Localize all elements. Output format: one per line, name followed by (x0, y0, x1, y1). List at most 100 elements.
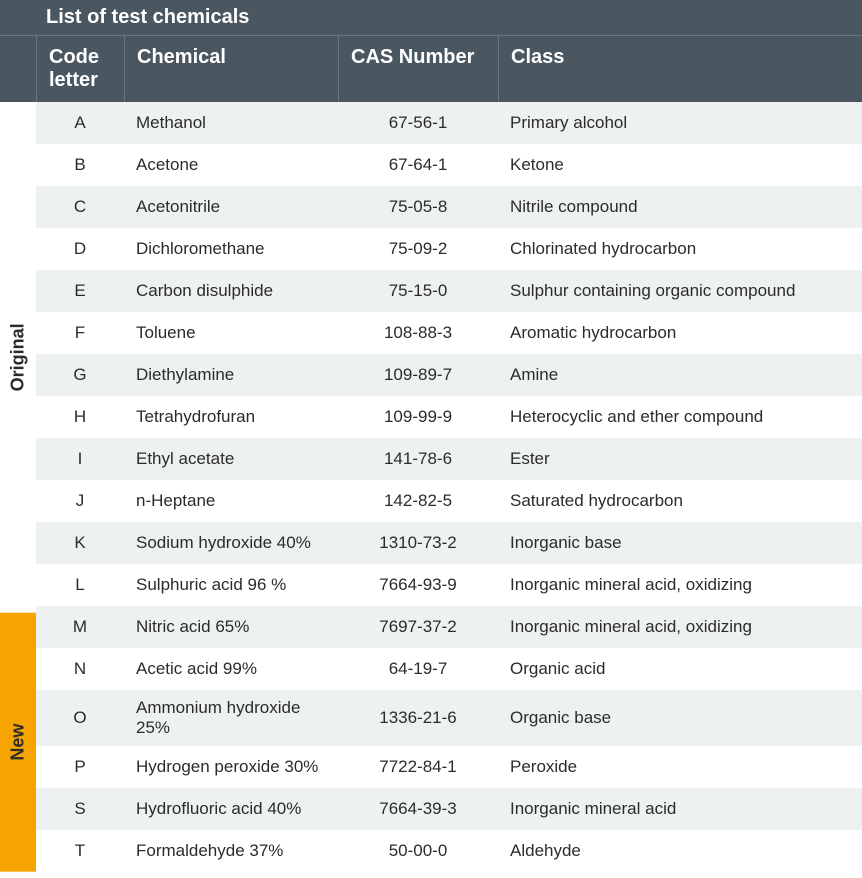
cell-cas: 108-88-3 (338, 315, 498, 351)
cell-chemical: Acetic acid 99% (124, 651, 338, 687)
group-label-original: Original (0, 102, 36, 613)
table-row: PHydrogen peroxide 30%7722-84-1Peroxide (36, 746, 862, 788)
cell-chemical: Formaldehyde 37% (124, 833, 338, 869)
cell-class: Inorganic base (498, 525, 862, 561)
cell-code: A (36, 105, 124, 141)
cell-chemical: Sodium hydroxide 40% (124, 525, 338, 561)
cell-cas: 1310-73-2 (338, 525, 498, 561)
cell-cas: 141-78-6 (338, 441, 498, 477)
cell-chemical: Ammonium hydroxide 25% (124, 690, 338, 746)
cell-cas: 75-15-0 (338, 273, 498, 309)
cell-code: L (36, 567, 124, 603)
header-cas: CAS Number (338, 36, 498, 102)
cell-class: Inorganic mineral acid, oxidizing (498, 609, 862, 645)
cell-code: G (36, 357, 124, 393)
cell-class: Organic base (498, 700, 862, 736)
cell-code: J (36, 483, 124, 519)
cell-cas: 7722-84-1 (338, 749, 498, 785)
cell-code: K (36, 525, 124, 561)
cell-code: O (36, 700, 124, 736)
cell-chemical: n-Heptane (124, 483, 338, 519)
table-row: AMethanol67-56-1Primary alcohol (36, 102, 862, 144)
table-row: SHydrofluoric acid 40%7664-39-3Inorganic… (36, 788, 862, 830)
table-row: OAmmonium hydroxide 25%1336-21-6Organic … (36, 690, 862, 746)
header-side-spacer (0, 36, 36, 102)
cell-cas: 7664-39-3 (338, 791, 498, 827)
cell-class: Saturated hydrocarbon (498, 483, 862, 519)
cell-class: Ketone (498, 147, 862, 183)
cell-code: I (36, 441, 124, 477)
cell-class: Nitrile compound (498, 189, 862, 225)
cell-class: Organic acid (498, 651, 862, 687)
table-row: MNitric acid 65%7697-37-2Inorganic miner… (36, 606, 862, 648)
table-body: OriginalNewAMethanol67-56-1Primary alcoh… (0, 102, 862, 872)
cell-cas: 50-00-0 (338, 833, 498, 869)
table-row: LSulphuric acid 96 %7664-93-9Inorganic m… (36, 564, 862, 606)
cell-chemical: Methanol (124, 105, 338, 141)
table-header-row: Code letter Chemical CAS Number Class (0, 36, 862, 102)
cell-cas: 75-09-2 (338, 231, 498, 267)
table-row: GDiethylamine109-89-7Amine (36, 354, 862, 396)
table-row: FToluene108-88-3Aromatic hydrocarbon (36, 312, 862, 354)
cell-chemical: Dichloromethane (124, 231, 338, 267)
cell-class: Primary alcohol (498, 105, 862, 141)
cell-chemical: Diethylamine (124, 357, 338, 393)
cell-chemical: Toluene (124, 315, 338, 351)
cell-cas: 109-89-7 (338, 357, 498, 393)
cell-class: Sulphur containing organic compound (498, 273, 862, 309)
cell-chemical: Hydrofluoric acid 40% (124, 791, 338, 827)
table-row: HTetrahydrofuran109-99-9Heterocyclic and… (36, 396, 862, 438)
cell-class: Ester (498, 441, 862, 477)
cell-cas: 64-19-7 (338, 651, 498, 687)
cell-code: H (36, 399, 124, 435)
table-row: TFormaldehyde 37%50-00-0Aldehyde (36, 830, 862, 872)
cell-chemical: Hydrogen peroxide 30% (124, 749, 338, 785)
table-row: CAcetonitrile75-05-8Nitrile compound (36, 186, 862, 228)
cell-chemical: Nitric acid 65% (124, 609, 338, 645)
cell-cas: 75-05-8 (338, 189, 498, 225)
cell-cas: 1336-21-6 (338, 700, 498, 736)
cell-code: N (36, 651, 124, 687)
table-row: KSodium hydroxide 40%1310-73-2Inorganic … (36, 522, 862, 564)
cell-code: M (36, 609, 124, 645)
table-row: BAcetone67-64-1Ketone (36, 144, 862, 186)
header-class: Class (498, 36, 862, 102)
table-row: NAcetic acid 99%64-19-7Organic acid (36, 648, 862, 690)
cell-code: D (36, 231, 124, 267)
cell-code: T (36, 833, 124, 869)
cell-chemical: Tetrahydrofuran (124, 399, 338, 435)
group-label-new: New (0, 613, 36, 872)
table-row: IEthyl acetate141-78-6Ester (36, 438, 862, 480)
cell-cas: 67-56-1 (338, 105, 498, 141)
cell-code: E (36, 273, 124, 309)
cell-class: Chlorinated hydrocarbon (498, 231, 862, 267)
cell-cas: 67-64-1 (338, 147, 498, 183)
cell-class: Inorganic mineral acid, oxidizing (498, 567, 862, 603)
cell-class: Aromatic hydrocarbon (498, 315, 862, 351)
table-row: DDichloromethane75-09-2Chlorinated hydro… (36, 228, 862, 270)
cell-cas: 7697-37-2 (338, 609, 498, 645)
cell-chemical: Sulphuric acid 96 % (124, 567, 338, 603)
cell-cas: 142-82-5 (338, 483, 498, 519)
cell-code: P (36, 749, 124, 785)
cell-code: S (36, 791, 124, 827)
cell-class: Aldehyde (498, 833, 862, 869)
table-row: ECarbon disulphide75-15-0Sulphur contain… (36, 270, 862, 312)
header-chemical: Chemical (124, 36, 338, 102)
cell-cas: 109-99-9 (338, 399, 498, 435)
table-title: List of test chemicals (0, 0, 862, 36)
cell-chemical: Acetonitrile (124, 189, 338, 225)
cell-class: Heterocyclic and ether compound (498, 399, 862, 435)
chemicals-table: List of test chemicals Code letter Chemi… (0, 0, 862, 872)
cell-class: Amine (498, 357, 862, 393)
cell-chemical: Carbon disulphide (124, 273, 338, 309)
cell-code: F (36, 315, 124, 351)
cell-class: Inorganic mineral acid (498, 791, 862, 827)
header-code: Code letter (36, 36, 124, 102)
cell-chemical: Acetone (124, 147, 338, 183)
cell-cas: 7664-93-9 (338, 567, 498, 603)
cell-class: Peroxide (498, 749, 862, 785)
rows-container: AMethanol67-56-1Primary alcoholBAcetone6… (36, 102, 862, 872)
cell-chemical: Ethyl acetate (124, 441, 338, 477)
table-row: Jn-Heptane142-82-5Saturated hydrocarbon (36, 480, 862, 522)
